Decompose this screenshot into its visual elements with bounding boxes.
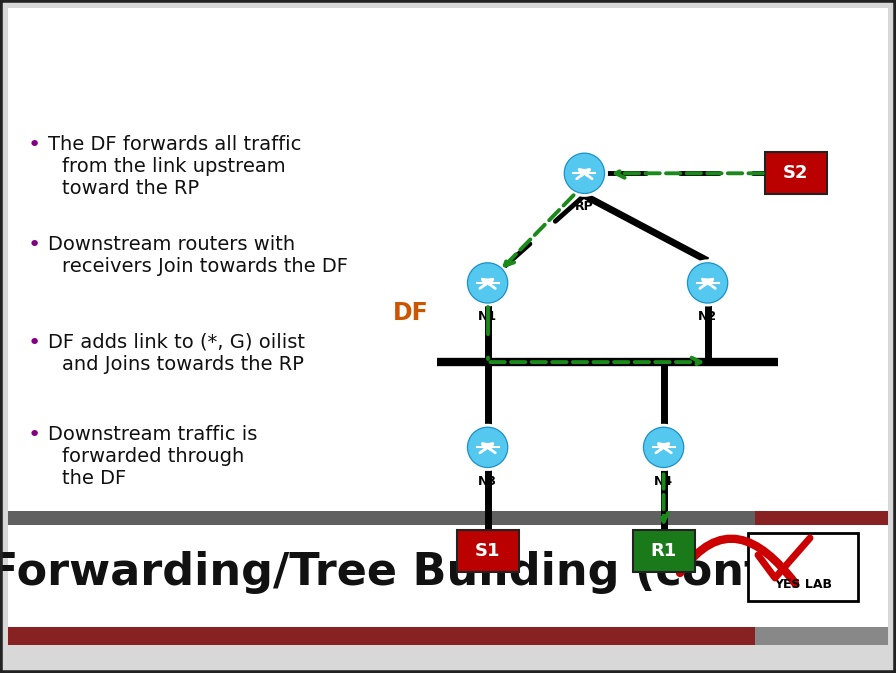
Text: DF adds link to (*, G) oilist: DF adds link to (*, G) oilist: [48, 333, 305, 352]
Text: and Joins towards the RP: and Joins towards the RP: [62, 355, 304, 374]
FancyBboxPatch shape: [457, 530, 519, 572]
Bar: [755, 511, 888, 525]
Bar: [8, 627, 755, 645]
Text: Forwarding/Tree Building (cont.): Forwarding/Tree Building (cont.): [0, 551, 802, 594]
Text: forwarded through: forwarded through: [62, 447, 245, 466]
Text: •: •: [28, 135, 41, 155]
FancyBboxPatch shape: [633, 530, 694, 572]
Text: S2: S2: [783, 164, 808, 182]
FancyBboxPatch shape: [764, 152, 827, 194]
Text: •: •: [28, 425, 41, 445]
Text: •: •: [28, 333, 41, 353]
Text: YES LAB: YES LAB: [774, 578, 832, 591]
Circle shape: [642, 425, 685, 470]
Circle shape: [565, 154, 603, 192]
Text: R1: R1: [650, 542, 676, 560]
Text: the DF: the DF: [62, 469, 126, 488]
Text: S1: S1: [475, 542, 500, 560]
Text: N3: N3: [478, 474, 497, 487]
Text: DF: DF: [392, 302, 428, 325]
Circle shape: [465, 425, 510, 470]
Bar: [8, 511, 755, 525]
Circle shape: [465, 260, 510, 305]
Text: •: •: [28, 235, 41, 255]
Circle shape: [562, 151, 607, 195]
Text: N4: N4: [654, 474, 673, 487]
Text: toward the RP: toward the RP: [62, 179, 199, 198]
Text: Downstream routers with: Downstream routers with: [48, 235, 295, 254]
Text: RP: RP: [575, 201, 594, 213]
Text: The DF forwards all traffic: The DF forwards all traffic: [48, 135, 301, 154]
Text: N2: N2: [698, 310, 717, 323]
Circle shape: [469, 429, 506, 466]
Text: from the link upstream: from the link upstream: [62, 157, 286, 176]
Circle shape: [685, 260, 729, 305]
Circle shape: [469, 264, 506, 302]
Circle shape: [689, 264, 727, 302]
Circle shape: [645, 429, 683, 466]
Bar: [755, 627, 888, 645]
Text: N1: N1: [478, 310, 497, 323]
Text: Downstream traffic is: Downstream traffic is: [48, 425, 257, 444]
Bar: [748, 533, 858, 601]
Text: receivers Join towards the DF: receivers Join towards the DF: [62, 257, 348, 276]
